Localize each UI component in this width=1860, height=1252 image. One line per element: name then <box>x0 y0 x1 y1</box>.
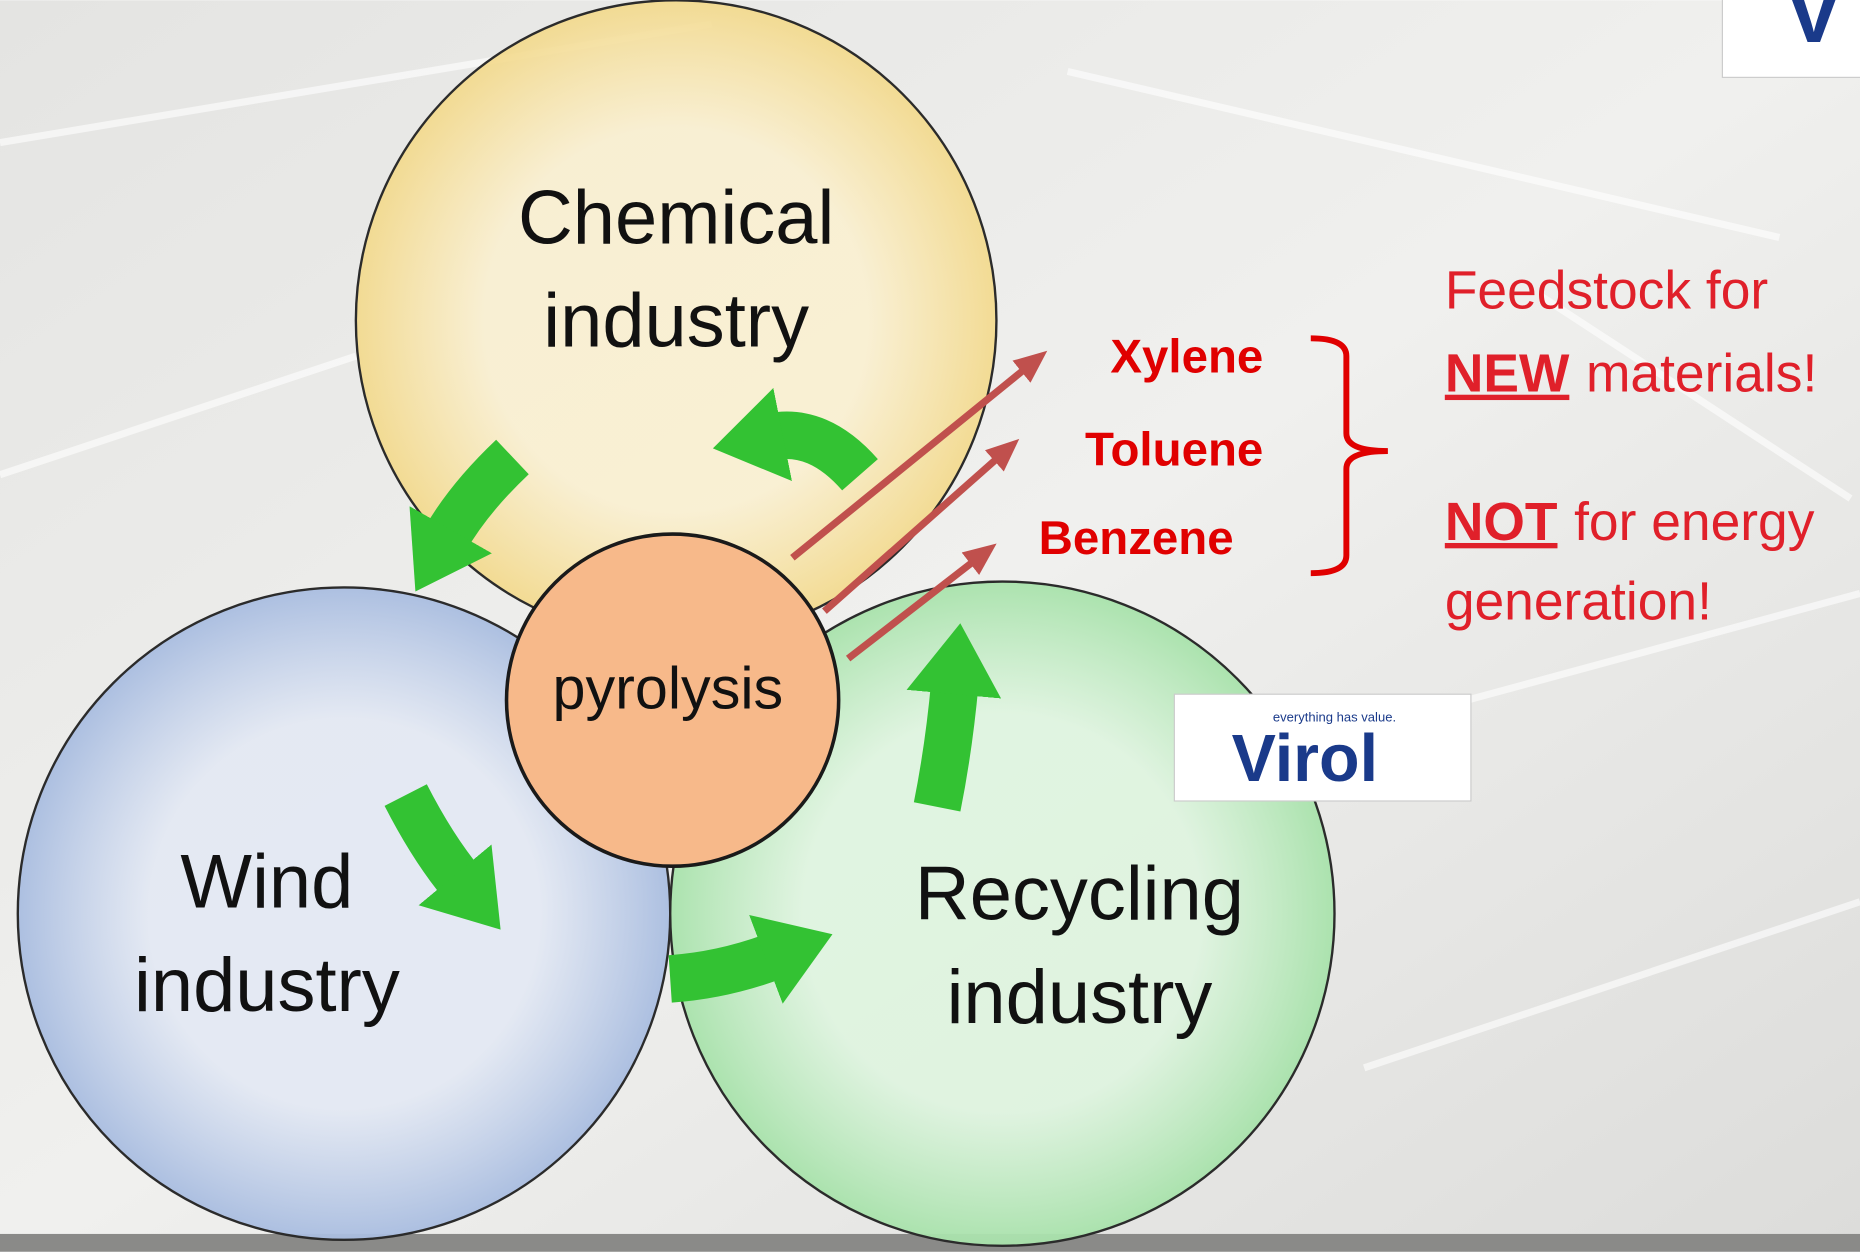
product: Toluene <box>1085 423 1263 476</box>
note-line: generation! <box>1445 572 1712 631</box>
node-label: industry <box>947 955 1213 1040</box>
cycle-arrow <box>670 955 777 979</box>
note-emphasis: NEW <box>1445 345 1570 404</box>
node-label: Wind <box>180 840 353 925</box>
note-text: materials! <box>1586 345 1817 404</box>
product: Xylene <box>1110 331 1263 384</box>
page: Chemical industry Wind industry Recyclin… <box>0 0 1860 1252</box>
note-line: NEW materials! <box>1445 345 1817 404</box>
product: Benzene <box>1039 512 1234 565</box>
note-line: Feedstock for <box>1445 262 1768 321</box>
diagram: Chemical industry Wind industry Recyclin… <box>0 0 1860 1252</box>
corner-logo: V <box>1785 0 1842 61</box>
note-text: for energy <box>1574 493 1815 552</box>
node-label: industry <box>134 943 400 1028</box>
node-label: Chemical <box>518 175 834 260</box>
cycle-arrow <box>937 682 955 807</box>
logo-name: Virol <box>1232 722 1378 796</box>
center-label: pyrolysis <box>553 654 784 721</box>
note-emphasis: NOT <box>1445 493 1558 552</box>
note-line: NOT for energy <box>1445 493 1815 552</box>
node-label: industry <box>543 279 809 364</box>
node-label: Recycling <box>915 852 1244 937</box>
